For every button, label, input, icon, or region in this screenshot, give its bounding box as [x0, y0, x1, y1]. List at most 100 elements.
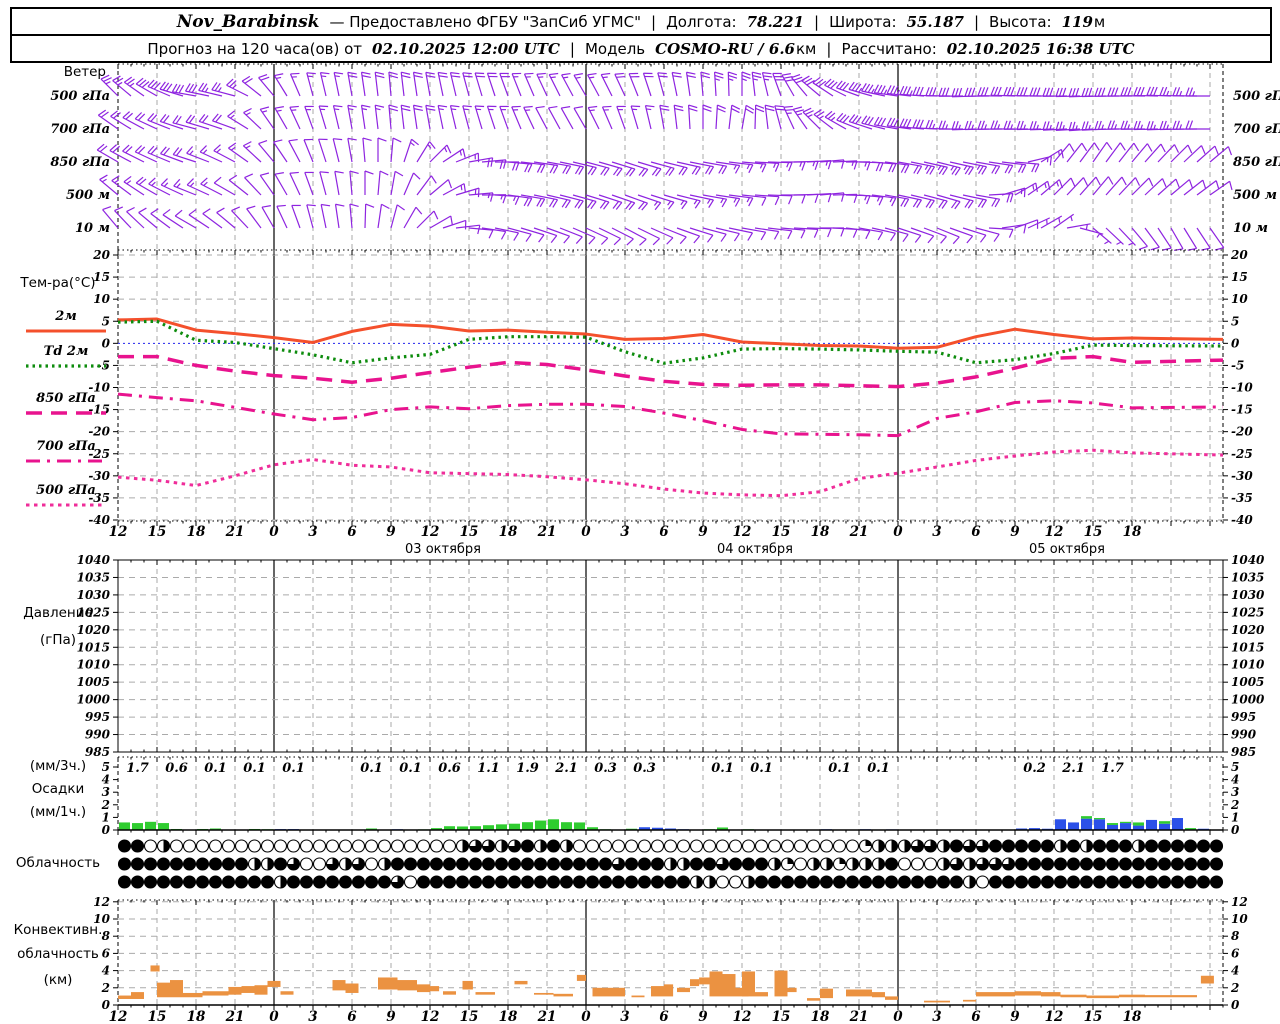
- svg-text:0: 0: [269, 524, 279, 540]
- svg-text:12: 12: [109, 524, 128, 540]
- pressure-title: Давление: [23, 605, 93, 621]
- temperature-panel-title: Тем-ра(°C): [20, 275, 96, 291]
- init-time: 02.10.2025 12:00 UTC: [372, 39, 560, 58]
- svg-text:3: 3: [308, 1009, 317, 1024]
- separator: |: [826, 39, 832, 58]
- svg-text:1000: 1000: [1231, 693, 1265, 707]
- header-row-2: Прогноз на 120 часа(ов) от 02.10.2025 12…: [12, 36, 1270, 61]
- svg-text:18: 18: [187, 524, 206, 540]
- svg-text:2м: 2м: [54, 309, 76, 324]
- svg-text:995: 995: [1231, 710, 1256, 724]
- svg-text:4: 4: [102, 964, 110, 978]
- svg-text:1010: 1010: [77, 658, 111, 672]
- convective-title-2: облачность: [17, 946, 99, 962]
- svg-text:15: 15: [148, 1009, 167, 1024]
- svg-text:1.9: 1.9: [516, 761, 539, 776]
- svg-text:0: 0: [269, 1009, 279, 1024]
- svg-text:15: 15: [148, 524, 167, 540]
- svg-text:0.1: 0.1: [750, 761, 773, 776]
- svg-text:10: 10: [93, 912, 110, 926]
- svg-text:500 гПа: 500 гПа: [36, 483, 96, 498]
- svg-text:6: 6: [971, 524, 981, 540]
- svg-text:-40: -40: [88, 513, 110, 527]
- svg-text:8: 8: [102, 929, 111, 943]
- svg-text:1035: 1035: [1231, 570, 1264, 584]
- svg-text:5: 5: [1231, 760, 1239, 774]
- longitude-label: Долгота:: [666, 12, 737, 31]
- svg-text:850 гПа: 850 гПа: [50, 155, 110, 170]
- svg-text:9: 9: [386, 524, 396, 540]
- svg-text:10: 10: [93, 292, 110, 306]
- convective-title-1: Конвективн.: [13, 922, 103, 938]
- svg-text:4: 4: [1231, 773, 1239, 787]
- svg-text:-20: -20: [88, 425, 110, 439]
- svg-text:2: 2: [1230, 981, 1239, 995]
- svg-text:10: 10: [1231, 912, 1248, 926]
- svg-text:1015: 1015: [1231, 640, 1264, 654]
- svg-text:18: 18: [811, 1009, 830, 1024]
- svg-text:0.3: 0.3: [633, 761, 656, 776]
- header-row-1: Nov_Barabinsk — Предоставлено ФГБУ "ЗапС…: [12, 9, 1270, 36]
- svg-text:-5: -5: [1231, 358, 1244, 372]
- svg-text:1040: 1040: [77, 553, 111, 567]
- svg-text:12: 12: [421, 524, 440, 540]
- svg-text:15: 15: [1231, 270, 1248, 284]
- svg-text:3: 3: [102, 785, 110, 799]
- svg-text:12: 12: [421, 1009, 440, 1024]
- svg-text:6: 6: [347, 1009, 357, 1024]
- model-value: COSMO-RU / 6.6: [655, 39, 795, 58]
- svg-text:-35: -35: [1231, 491, 1253, 505]
- svg-text:0: 0: [581, 1009, 591, 1024]
- svg-text:15: 15: [1084, 524, 1103, 540]
- svg-text:9: 9: [698, 1009, 708, 1024]
- svg-text:1030: 1030: [1231, 588, 1265, 602]
- svg-text:1.7: 1.7: [126, 761, 149, 776]
- svg-text:-10: -10: [88, 381, 110, 395]
- svg-text:2: 2: [101, 981, 110, 995]
- model-unit: км: [795, 39, 817, 58]
- svg-text:1: 1: [1231, 810, 1239, 824]
- svg-text:15: 15: [1084, 1009, 1103, 1024]
- svg-text:12: 12: [733, 1009, 752, 1024]
- svg-text:1015: 1015: [77, 640, 110, 654]
- svg-text:12: 12: [109, 1009, 128, 1024]
- altitude-label: Высота:: [989, 12, 1052, 31]
- altitude-value: 119: [1061, 12, 1093, 31]
- svg-text:3: 3: [620, 524, 629, 540]
- altitude-unit: м: [1093, 12, 1106, 31]
- svg-text:1040: 1040: [1231, 553, 1265, 567]
- svg-text:15: 15: [93, 270, 110, 284]
- svg-text:-20: -20: [1231, 425, 1253, 439]
- svg-text:1025: 1025: [1231, 605, 1264, 619]
- precip-unit-3h: (мм/3ч.): [29, 758, 87, 774]
- svg-text:3: 3: [1231, 785, 1239, 799]
- svg-text:990: 990: [85, 728, 111, 742]
- svg-text:21: 21: [849, 1009, 869, 1024]
- svg-text:21: 21: [225, 524, 245, 540]
- svg-text:18: 18: [187, 1009, 206, 1024]
- svg-text:5: 5: [1231, 314, 1239, 328]
- svg-text:0: 0: [893, 1009, 903, 1024]
- svg-text:500 гПа: 500 гПа: [1233, 89, 1280, 104]
- svg-text:4: 4: [102, 773, 110, 787]
- svg-text:990: 990: [1231, 728, 1257, 742]
- precip-unit-1h: (мм/1ч.): [29, 804, 87, 820]
- svg-text:1030: 1030: [77, 588, 111, 602]
- svg-text:18: 18: [499, 1009, 518, 1024]
- convective-title-3: (км): [43, 972, 73, 988]
- svg-text:15: 15: [772, 524, 791, 540]
- svg-text:0.1: 0.1: [282, 761, 305, 776]
- svg-text:985: 985: [85, 745, 110, 759]
- svg-text:6: 6: [1231, 946, 1240, 960]
- forecast-prefix: Прогноз на 120 часа(ов) от: [147, 39, 363, 58]
- svg-text:20: 20: [1230, 248, 1248, 262]
- header: Nov_Barabinsk — Предоставлено ФГБУ "ЗапС…: [10, 7, 1272, 63]
- svg-text:6: 6: [659, 524, 669, 540]
- svg-text:10 м: 10 м: [75, 221, 110, 236]
- svg-text:9: 9: [386, 1009, 396, 1024]
- wind-panel-title: Ветер: [63, 64, 106, 80]
- svg-text:1005: 1005: [1231, 675, 1264, 689]
- svg-text:8: 8: [1231, 929, 1240, 943]
